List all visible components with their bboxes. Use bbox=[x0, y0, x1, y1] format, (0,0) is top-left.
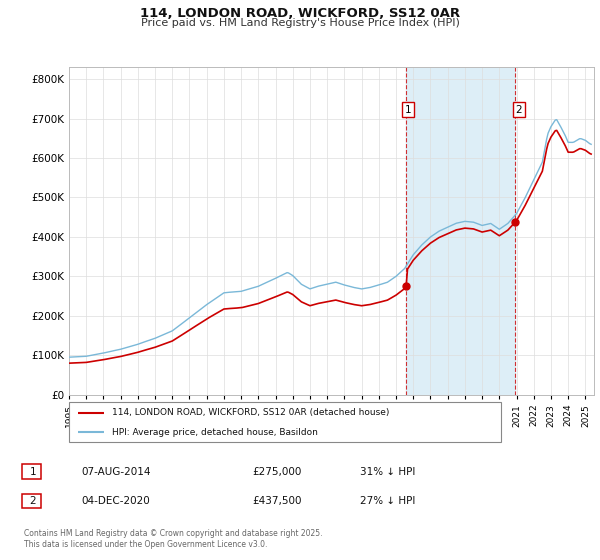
Text: 1: 1 bbox=[29, 466, 37, 477]
Text: £437,500: £437,500 bbox=[252, 496, 302, 506]
Text: 07-AUG-2014: 07-AUG-2014 bbox=[81, 466, 151, 477]
Text: 1: 1 bbox=[405, 105, 412, 115]
Text: Price paid vs. HM Land Registry's House Price Index (HPI): Price paid vs. HM Land Registry's House … bbox=[140, 18, 460, 28]
Text: 31% ↓ HPI: 31% ↓ HPI bbox=[360, 466, 415, 477]
Text: 2: 2 bbox=[29, 496, 37, 506]
Bar bbox=[406, 67, 515, 395]
Text: 2: 2 bbox=[515, 105, 522, 115]
Text: 114, LONDON ROAD, WICKFORD, SS12 0AR: 114, LONDON ROAD, WICKFORD, SS12 0AR bbox=[140, 7, 460, 20]
Text: Contains HM Land Registry data © Crown copyright and database right 2025.
This d: Contains HM Land Registry data © Crown c… bbox=[24, 529, 323, 549]
Text: 114, LONDON ROAD, WICKFORD, SS12 0AR (detached house): 114, LONDON ROAD, WICKFORD, SS12 0AR (de… bbox=[112, 408, 389, 417]
FancyBboxPatch shape bbox=[69, 402, 501, 442]
Text: £275,000: £275,000 bbox=[252, 466, 301, 477]
Text: 04-DEC-2020: 04-DEC-2020 bbox=[81, 496, 150, 506]
Text: HPI: Average price, detached house, Basildon: HPI: Average price, detached house, Basi… bbox=[112, 428, 318, 437]
Text: 27% ↓ HPI: 27% ↓ HPI bbox=[360, 496, 415, 506]
